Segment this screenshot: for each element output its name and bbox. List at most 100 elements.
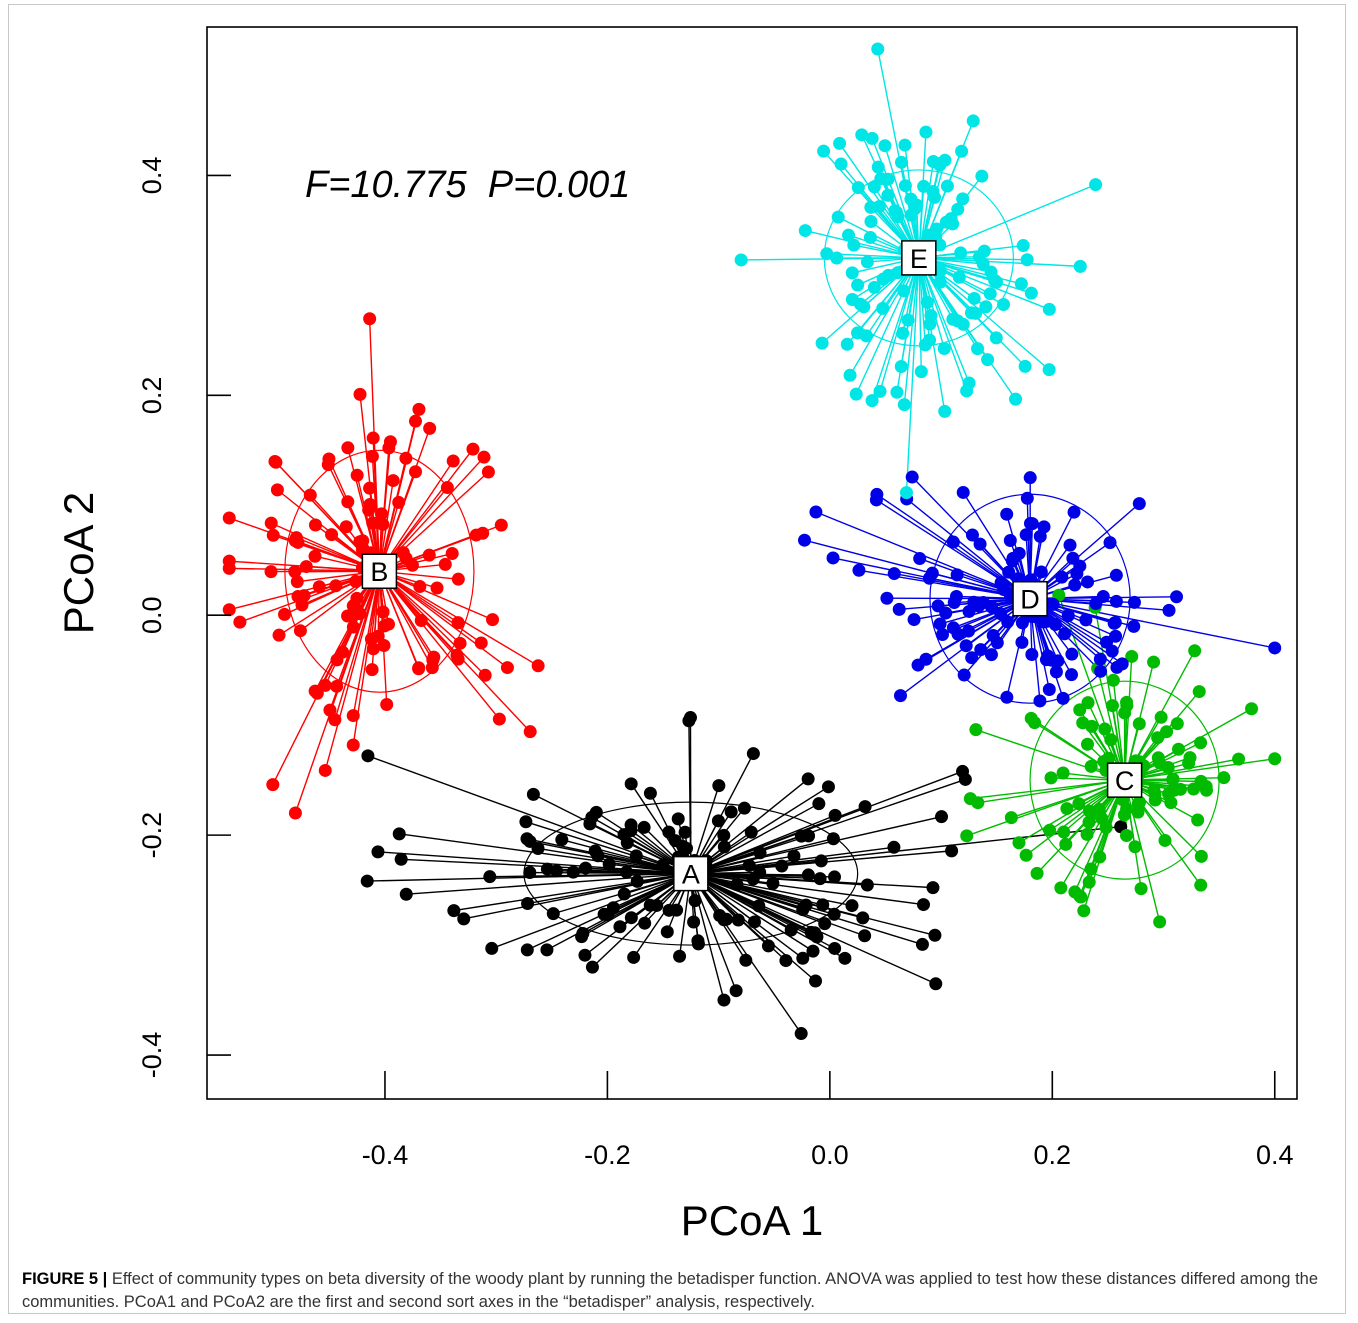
data-point xyxy=(1134,882,1148,896)
data-point xyxy=(1098,722,1112,736)
data-point xyxy=(1164,796,1178,810)
data-point xyxy=(366,431,380,445)
data-point xyxy=(887,840,901,854)
data-point xyxy=(753,846,767,860)
data-point xyxy=(949,589,963,603)
data-point xyxy=(346,709,360,723)
data-point xyxy=(840,337,854,351)
data-point xyxy=(827,907,841,921)
data-point xyxy=(712,779,726,793)
data-point xyxy=(264,565,278,579)
data-point xyxy=(971,342,985,356)
data-point xyxy=(1084,759,1098,773)
data-point xyxy=(908,202,922,216)
figure-frame xyxy=(8,4,1346,1314)
data-point xyxy=(801,772,815,786)
data-point xyxy=(1019,528,1033,542)
data-point xyxy=(809,974,823,988)
data-point xyxy=(308,518,322,532)
data-point xyxy=(878,139,892,153)
data-point xyxy=(742,858,756,872)
data-point xyxy=(290,575,304,589)
y-tick-label: 0.4 xyxy=(137,157,167,195)
data-point xyxy=(845,266,859,280)
data-point xyxy=(1077,904,1091,918)
centroid-label-a: A xyxy=(682,860,700,890)
data-point xyxy=(266,528,280,542)
data-point xyxy=(857,300,871,314)
data-point xyxy=(1000,690,1014,704)
data-point xyxy=(299,560,313,574)
spoke xyxy=(690,873,814,952)
data-point xyxy=(979,300,993,314)
data-point xyxy=(1109,594,1123,608)
data-point xyxy=(630,874,644,888)
data-point xyxy=(1093,850,1107,864)
data-point xyxy=(851,278,865,292)
data-point xyxy=(346,620,360,634)
data-point xyxy=(1106,673,1120,687)
data-point xyxy=(617,887,631,901)
data-point xyxy=(1081,575,1095,589)
data-point xyxy=(683,711,697,725)
spoke xyxy=(871,257,920,401)
data-point xyxy=(1080,827,1094,841)
data-point xyxy=(935,628,949,642)
data-point xyxy=(377,638,391,652)
data-point xyxy=(1166,773,1180,787)
data-point xyxy=(1001,615,1015,629)
data-point xyxy=(1089,178,1103,192)
data-point xyxy=(1082,815,1096,829)
data-point xyxy=(815,336,829,350)
data-point xyxy=(1067,505,1081,519)
data-point xyxy=(905,470,919,484)
data-point xyxy=(1028,716,1042,730)
data-point xyxy=(1025,517,1039,531)
data-point xyxy=(956,192,970,206)
data-point xyxy=(986,629,1000,643)
data-point xyxy=(814,854,828,868)
data-point xyxy=(1127,595,1141,609)
y-axis: -0.4 -0.2 0.0 0.2 0.4 xyxy=(137,157,231,1078)
data-point xyxy=(816,898,830,912)
data-point xyxy=(526,787,540,801)
spoke xyxy=(378,460,454,572)
data-point xyxy=(935,810,949,824)
data-point xyxy=(288,565,302,579)
y-axis-label: PCoA 2 xyxy=(55,492,102,634)
data-point xyxy=(860,255,874,269)
data-point xyxy=(1099,821,1113,835)
data-point xyxy=(731,913,745,927)
data-point xyxy=(579,861,593,875)
data-point xyxy=(1014,277,1028,291)
data-point xyxy=(847,238,861,252)
data-point xyxy=(318,763,332,777)
data-point xyxy=(222,561,236,575)
data-point xyxy=(974,643,988,657)
spoke xyxy=(918,257,1081,268)
data-point xyxy=(386,474,400,488)
data-point xyxy=(917,179,931,193)
data-point xyxy=(321,458,335,472)
data-point xyxy=(445,547,459,561)
data-point xyxy=(323,703,337,717)
data-point xyxy=(494,518,508,532)
data-point xyxy=(266,778,280,792)
data-point xyxy=(408,414,422,428)
data-point xyxy=(566,865,580,879)
data-point xyxy=(989,331,1003,345)
data-point xyxy=(269,455,283,469)
data-point xyxy=(375,507,389,521)
data-point xyxy=(871,42,885,56)
data-point xyxy=(350,468,364,482)
data-point xyxy=(264,516,278,530)
data-point xyxy=(928,190,942,204)
data-point xyxy=(958,772,972,786)
spoke xyxy=(690,778,966,875)
data-point xyxy=(962,624,976,638)
spoke xyxy=(582,872,692,935)
data-point xyxy=(540,943,554,957)
data-point xyxy=(1073,559,1087,573)
x-tick-label: -0.4 xyxy=(362,1140,409,1170)
data-point xyxy=(865,131,879,145)
